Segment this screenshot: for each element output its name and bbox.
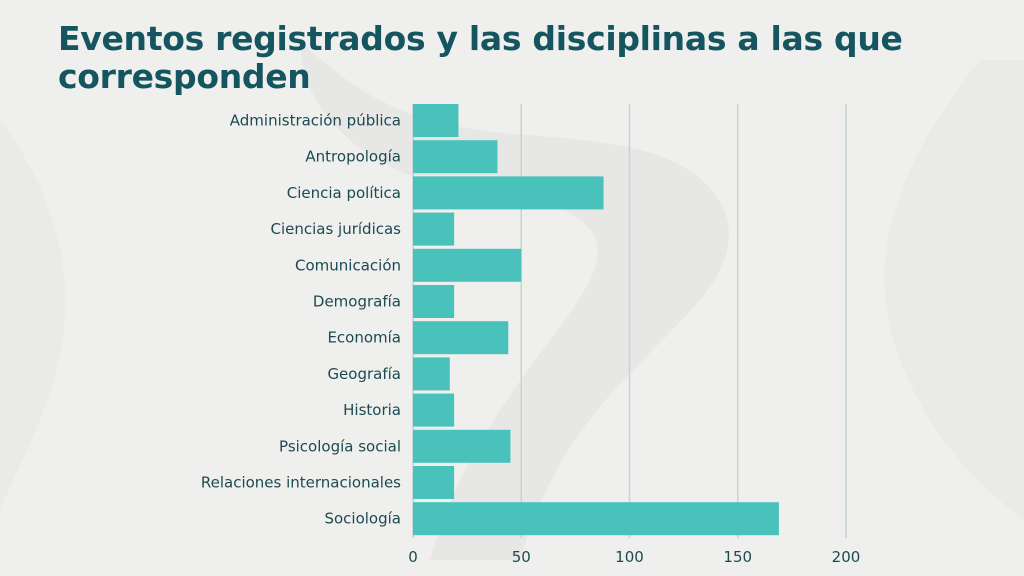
- category-label: Administración pública: [230, 112, 401, 130]
- category-label: Ciencias jurídicas: [270, 220, 401, 238]
- bar-7: [413, 357, 450, 391]
- bar-2: [413, 176, 604, 210]
- bar-0: [413, 104, 459, 137]
- bar-1: [413, 140, 498, 174]
- bar-5: [413, 285, 455, 318]
- category-label: Sociología: [324, 510, 401, 528]
- x-tick-label: 100: [615, 548, 644, 566]
- category-label: Antropología: [305, 148, 401, 166]
- x-tick-label: 0: [408, 548, 418, 566]
- chart-title: Eventos registrados y las disciplinas a …: [58, 19, 903, 96]
- bar-3: [413, 212, 455, 246]
- category-label: Relaciones internacionales: [201, 474, 401, 492]
- category-label: Psicología social: [279, 437, 401, 455]
- bar-6: [413, 321, 509, 355]
- bar-8: [413, 393, 455, 427]
- x-tick-label: 150: [723, 548, 752, 566]
- x-tick-label: 50: [512, 548, 531, 566]
- bar-11: [413, 502, 779, 536]
- category-label: Demografía: [313, 293, 401, 311]
- bar-9: [413, 429, 511, 463]
- category-label: Economía: [327, 329, 401, 347]
- category-label: Geografía: [327, 365, 401, 383]
- bar-10: [413, 466, 455, 499]
- bar-4: [413, 248, 522, 282]
- category-label: Historia: [343, 401, 401, 419]
- category-label: Comunicación: [295, 256, 401, 274]
- x-tick-label: 200: [832, 548, 861, 566]
- category-label: Ciencia política: [287, 184, 401, 202]
